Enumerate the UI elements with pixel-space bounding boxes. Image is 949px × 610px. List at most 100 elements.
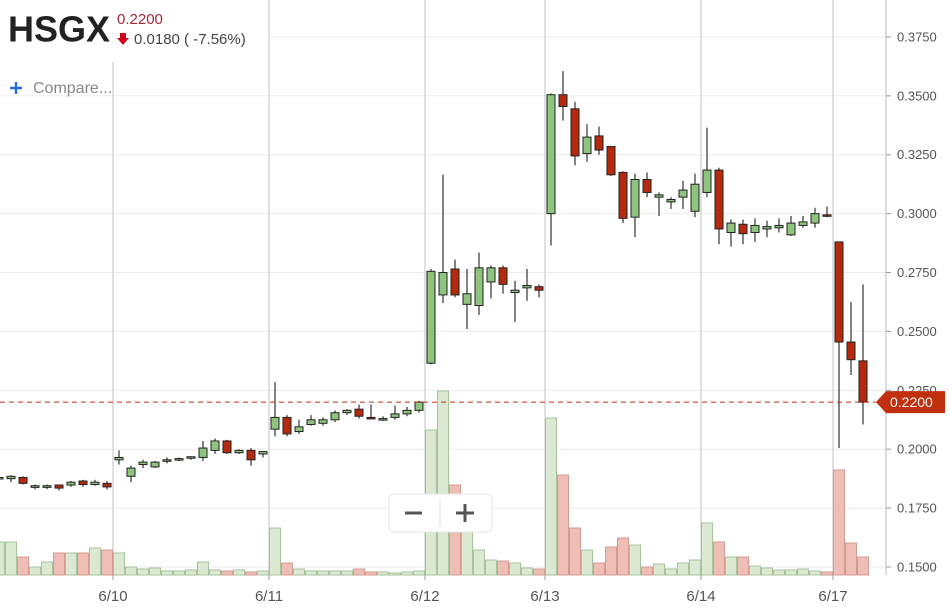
compare-label[interactable]: Compare...: [33, 80, 112, 97]
candle-body: [678, 189, 688, 198]
grid: [0, 0, 886, 575]
y-tick-label: 0.2500: [897, 324, 937, 339]
volume-bar: [809, 570, 821, 576]
candle-body: [330, 412, 340, 421]
volume-bar: [713, 541, 725, 576]
volume-bar: [53, 552, 65, 576]
volume-bar: [413, 570, 425, 576]
volume-bar: [29, 566, 41, 576]
volume-bar: [149, 567, 161, 576]
candle-body: [378, 418, 388, 421]
zoom-in[interactable]: [456, 504, 474, 522]
volume-bar: [281, 562, 293, 576]
candle-body: [306, 419, 316, 425]
volume-bar: [0, 541, 5, 576]
volume-bar: [17, 556, 29, 576]
volume-bar: [569, 527, 581, 576]
volume-bar: [161, 570, 173, 576]
volume-bar: [485, 559, 497, 576]
volume-bar: [77, 552, 89, 576]
candle-body: [762, 226, 772, 230]
volume-bar: [761, 567, 773, 576]
candle-body: [42, 485, 52, 488]
candle-body: [258, 451, 268, 455]
volume-bar: [209, 569, 221, 576]
volume-bar: [461, 526, 473, 576]
volume-bar: [845, 542, 857, 576]
volume-bar: [353, 568, 365, 576]
volume-bar: [653, 563, 665, 576]
candle-body: [198, 447, 208, 458]
volume-bar: [245, 571, 257, 576]
volume-bar: [137, 568, 149, 576]
volume-bar: [329, 570, 341, 576]
volume-bar: [293, 568, 305, 576]
volume-bar: [401, 571, 413, 576]
candle-body: [402, 409, 412, 415]
y-tick-label: 0.2750: [897, 265, 937, 280]
y-tick-label: 0.3500: [897, 88, 937, 103]
y-tick-label: 0.3750: [897, 29, 937, 44]
x-tick-label: 6/13: [530, 588, 559, 605]
candle-body: [294, 426, 304, 433]
x-tick-label: 6/10: [98, 588, 127, 605]
candle-body: [690, 183, 700, 212]
volume-bar: [701, 522, 713, 576]
volume-bar: [173, 570, 185, 576]
volume-bar: [545, 417, 557, 576]
last-price: 0.2200: [117, 11, 163, 28]
candle-body: [162, 459, 172, 462]
volume-bar: [677, 562, 689, 576]
candle-body: [282, 416, 292, 435]
candle-body: [354, 408, 364, 417]
candle-body: [750, 224, 760, 233]
candle-body: [0, 476, 4, 480]
candle-body: [846, 341, 856, 361]
candle-body: [654, 194, 664, 198]
compare-button[interactable]: Compare...: [10, 80, 112, 97]
volume-bar: [521, 567, 533, 576]
candle-body: [186, 456, 196, 459]
candle-body: [726, 222, 736, 233]
candle-body: [714, 169, 724, 230]
candle-body: [582, 136, 592, 155]
candle-layer: [0, 71, 868, 491]
candle-body: [102, 482, 112, 488]
price-tag: [876, 391, 945, 414]
volume-bar: [377, 571, 389, 576]
volume-bar: [797, 568, 809, 576]
candle-body: [630, 178, 640, 218]
volume-bar: [437, 390, 449, 576]
candle-body: [342, 409, 352, 414]
volume-bar: [833, 469, 845, 576]
price-tag-label: 0.2200: [890, 394, 933, 410]
volume-bar: [41, 561, 53, 576]
candle-body: [210, 440, 220, 451]
candle-body: [810, 213, 820, 224]
candle-body: [786, 222, 796, 236]
candle-body: [606, 146, 616, 176]
x-tick-label: 6/14: [686, 588, 715, 605]
candle-body: [858, 360, 868, 403]
candle-body: [414, 401, 424, 411]
change: 0.0180 ( -7.56%): [134, 31, 246, 48]
volume-bar: [473, 549, 485, 576]
plus-icon: [10, 82, 22, 94]
volume-bar: [233, 569, 245, 576]
candle-body: [570, 108, 580, 157]
y-tick-label: 0.2000: [897, 442, 937, 457]
volume-bar: [593, 562, 605, 576]
candle-body: [666, 199, 676, 203]
volume-bar: [317, 570, 329, 576]
symbol: HSGX: [8, 9, 110, 50]
candle-body: [66, 481, 76, 486]
candle-body: [738, 223, 748, 235]
candle-body: [558, 94, 568, 107]
candle-body: [318, 419, 328, 424]
candle-body: [390, 413, 400, 418]
candle-body: [150, 461, 160, 468]
candle-body: [366, 416, 376, 420]
candle-body: [510, 289, 520, 294]
